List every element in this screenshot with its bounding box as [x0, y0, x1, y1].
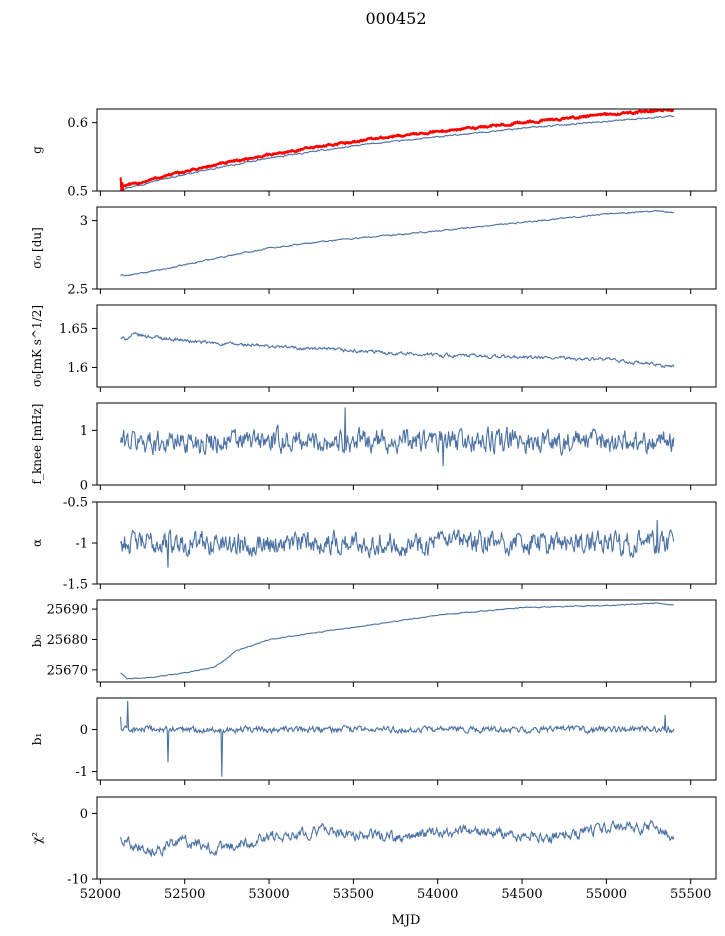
series-line-alpha: [120, 519, 675, 568]
y-axis-label-g: g: [30, 146, 44, 154]
x-axis-label: MJD: [392, 913, 421, 928]
overlay-glitch-g: [119, 177, 125, 191]
panel-chi2: -10 0 52000 52500 53000 53500 54000 54500 55000 5…: [30, 796, 717, 902]
y-tick-label-g-1: 0.6: [67, 116, 88, 131]
series-line-sigma0_mk: [120, 331, 675, 369]
axes-frame-fknee: [96, 402, 717, 486]
x-tick-label-2: 53000: [248, 887, 289, 902]
series-line-b0: [120, 602, 675, 680]
y-axis-label-sigma0: σ₀ [du]: [30, 227, 44, 269]
axes-frame-b1: [96, 697, 717, 781]
x-tick-label-1: 52500: [164, 887, 205, 902]
series-line-chi2: [120, 819, 675, 858]
panel-g: 0.5 0.6 g: [30, 108, 717, 200]
x-tick-label-3: 53500: [333, 887, 374, 902]
y-tick-label-b0-0: 25670: [47, 663, 88, 678]
x-tick-label-5: 54500: [501, 887, 542, 902]
y-tick-label-sigma0_mk-0: 1.6: [67, 361, 88, 376]
series-line-b1: [120, 700, 675, 777]
series-line-fknee: [120, 407, 675, 467]
y-tick-label-b1-1: 0: [80, 723, 88, 738]
y-axis-label-chi2: χ²: [30, 832, 44, 844]
y-tick-label-alpha-2: -0.5: [63, 496, 88, 511]
x-tick-label-6: 55000: [586, 887, 627, 902]
axes-frame-chi2: [96, 796, 717, 880]
x-tick-label-4: 54000: [417, 887, 458, 902]
y-tick-label-sigma0_mk-1: 1.65: [59, 322, 88, 337]
chart-title: 000452: [365, 9, 426, 28]
y-axis-label-alpha: α: [30, 539, 44, 547]
y-tick-label-alpha-1: -1: [75, 537, 88, 552]
y-tick-label-b0-1: 25680: [47, 633, 88, 648]
y-tick-label-alpha-0: -1.5: [63, 578, 88, 593]
axes-frame-b0: [96, 599, 717, 683]
panel-alpha: -1.5 -1 -0.5 α: [30, 496, 717, 593]
series-line-g: [120, 115, 675, 190]
panel-sigma0: 2.5 3 σ₀ [du]: [30, 206, 717, 298]
axes-frame-sigma0_mk: [96, 304, 717, 388]
y-tick-label-sigma0-0: 2.5: [67, 283, 88, 298]
series-line-sigma0: [120, 209, 674, 277]
panels: 0.5 0.6 g 2.5 3 σ₀ [du] 1.6 1.65 σ₀[mK s^1/2] 0 1 f…: [30, 108, 717, 902]
axes-frame-g: [96, 108, 717, 192]
y-tick-label-chi2-1: 0: [80, 807, 88, 822]
y-tick-label-fknee-1: 1: [80, 424, 88, 439]
overlay-line-g: [119, 109, 675, 189]
y-tick-label-fknee-0: 0: [80, 479, 88, 494]
y-axis-label-b0: b₀: [30, 635, 44, 648]
y-tick-label-g-0: 0.5: [67, 185, 88, 200]
y-axis-label-fknee: f_knee [mHz]: [30, 404, 44, 485]
y-tick-label-sigma0-1: 3: [80, 214, 88, 229]
x-tick-label-7: 55500: [670, 887, 711, 902]
y-tick-label-b0-2: 25690: [47, 603, 88, 618]
y-tick-label-chi2-0: -10: [67, 873, 88, 888]
y-axis-label-b1: b₁: [30, 733, 44, 746]
axes-frame-sigma0: [96, 206, 717, 290]
panel-b1: -1 0 b₁: [30, 697, 717, 785]
y-axis-label-sigma0_mk: σ₀[mK s^1/2]: [30, 305, 44, 387]
panel-b0: 25670 25680 25690 b₀: [30, 599, 717, 687]
y-tick-label-b1-0: -1: [75, 765, 88, 780]
panel-fknee: 0 1 f_knee [mHz]: [30, 402, 717, 494]
panel-sigma0_mk: 1.6 1.65 σ₀[mK s^1/2]: [30, 304, 717, 392]
x-tick-label-0: 52000: [80, 887, 121, 902]
